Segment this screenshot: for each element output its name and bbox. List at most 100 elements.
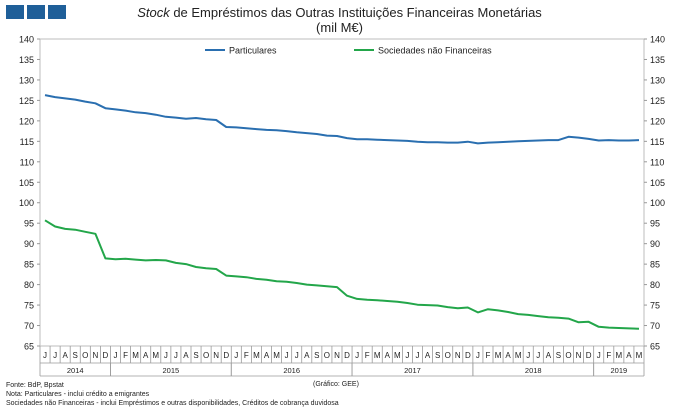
month-label: J	[53, 351, 57, 360]
plot-frame	[39, 38, 645, 347]
month-label: D	[344, 351, 350, 360]
month-label: A	[143, 351, 149, 360]
year-label: 2014	[67, 366, 84, 375]
month-label: J	[295, 351, 299, 360]
month-label: J	[597, 351, 601, 360]
y-tick-label-left: 120	[19, 116, 34, 126]
month-label: A	[183, 351, 189, 360]
month-label: D	[103, 351, 109, 360]
month-label: N	[213, 351, 219, 360]
month-label: M	[132, 351, 139, 360]
month-label: A	[505, 351, 511, 360]
y-tick-label-left: 100	[19, 198, 34, 208]
title-italic: Stock	[137, 5, 170, 20]
month-label: M	[636, 351, 643, 360]
month-label: J	[416, 351, 420, 360]
logo-square	[27, 5, 45, 19]
month-label: S	[556, 351, 561, 360]
footer-note-particulares: Nota: Particulares - inclui crédito a em…	[6, 391, 150, 398]
y-tick-label-left: 115	[20, 137, 34, 147]
y-tick-label-right: 125	[650, 96, 665, 106]
y-tick-label-right: 100	[650, 198, 665, 208]
month-label: N	[455, 351, 461, 360]
month-label: S	[435, 351, 440, 360]
y-tick-label-left: 135	[19, 55, 34, 65]
month-label: J	[536, 351, 540, 360]
y-tick-label-right: 65	[650, 342, 660, 352]
month-label: N	[334, 351, 340, 360]
month-label: F	[123, 351, 128, 360]
month-label: D	[465, 351, 471, 360]
logo-square	[48, 5, 66, 19]
year-label: 2018	[525, 366, 542, 375]
month-label: M	[615, 351, 622, 360]
y-tick-label-left: 75	[24, 301, 34, 311]
month-label: S	[314, 351, 319, 360]
month-label: M	[273, 351, 280, 360]
month-label: D	[223, 351, 229, 360]
logo-square	[6, 5, 24, 19]
y-tick-label-right: 90	[650, 239, 660, 249]
y-tick-label-left: 85	[24, 260, 34, 270]
month-label: N	[576, 351, 582, 360]
y-tick-label-right: 135	[650, 55, 665, 65]
y-tick-label-left: 110	[20, 157, 34, 167]
month-label: M	[152, 351, 159, 360]
month-label: M	[515, 351, 522, 360]
month-label: J	[43, 351, 47, 360]
month-label: J	[164, 351, 168, 360]
year-label: 2017	[404, 366, 421, 375]
month-label: A	[304, 351, 310, 360]
month-label: M	[253, 351, 260, 360]
legend-label: Particulares	[229, 46, 277, 56]
series-line-sociedades	[44, 219, 640, 330]
month-label: N	[92, 351, 98, 360]
y-tick-label-left: 105	[19, 178, 34, 188]
y-tick-label-right: 120	[650, 116, 665, 126]
footer-note-snf: Sociedades não Financeiras - inclui Empr…	[6, 400, 339, 407]
footer-source: Fonte: BdP, Bpstat	[6, 382, 64, 389]
month-label: J	[174, 351, 178, 360]
series-line-particulares	[44, 94, 640, 145]
y-tick-label-right: 105	[650, 178, 665, 188]
logo	[6, 5, 66, 19]
y-tick-label-right: 75	[650, 301, 660, 311]
year-label: 2015	[163, 366, 180, 375]
y-tick-label-left: 80	[24, 280, 34, 290]
y-tick-label-right: 140	[650, 35, 665, 45]
month-label: J	[476, 351, 480, 360]
y-tick-label-left: 65	[24, 342, 34, 352]
y-tick-label-left: 130	[19, 75, 34, 85]
month-label: M	[495, 351, 502, 360]
month-label: F	[244, 351, 249, 360]
y-tick-label-left: 125	[19, 96, 34, 106]
chart-credit: (Gráfico: GEE)	[313, 381, 359, 388]
month-label: S	[73, 351, 78, 360]
month-label: F	[365, 351, 370, 360]
month-label: M	[394, 351, 401, 360]
month-label: J	[355, 351, 359, 360]
chart-subtitle: (mil M€)	[316, 20, 363, 35]
month-label: J	[114, 351, 118, 360]
month-label: A	[546, 351, 552, 360]
month-label: F	[606, 351, 611, 360]
y-tick-label-right: 115	[650, 137, 664, 147]
month-label: A	[62, 351, 68, 360]
year-label: 2016	[283, 366, 300, 375]
y-tick-label-right: 130	[650, 75, 665, 85]
month-label: J	[526, 351, 530, 360]
y-tick-label-right: 85	[650, 260, 660, 270]
legend-label: Sociedades não Financeiras	[378, 46, 492, 56]
year-label: 2019	[610, 366, 627, 375]
month-label: A	[626, 351, 632, 360]
month-label: S	[193, 351, 198, 360]
month-label: O	[445, 351, 451, 360]
month-label: O	[565, 351, 571, 360]
month-label: J	[234, 351, 238, 360]
month-label: F	[486, 351, 491, 360]
y-tick-label-right: 70	[650, 321, 660, 331]
month-label: A	[264, 351, 270, 360]
month-label: M	[374, 351, 381, 360]
y-tick-label-right: 80	[650, 280, 660, 290]
